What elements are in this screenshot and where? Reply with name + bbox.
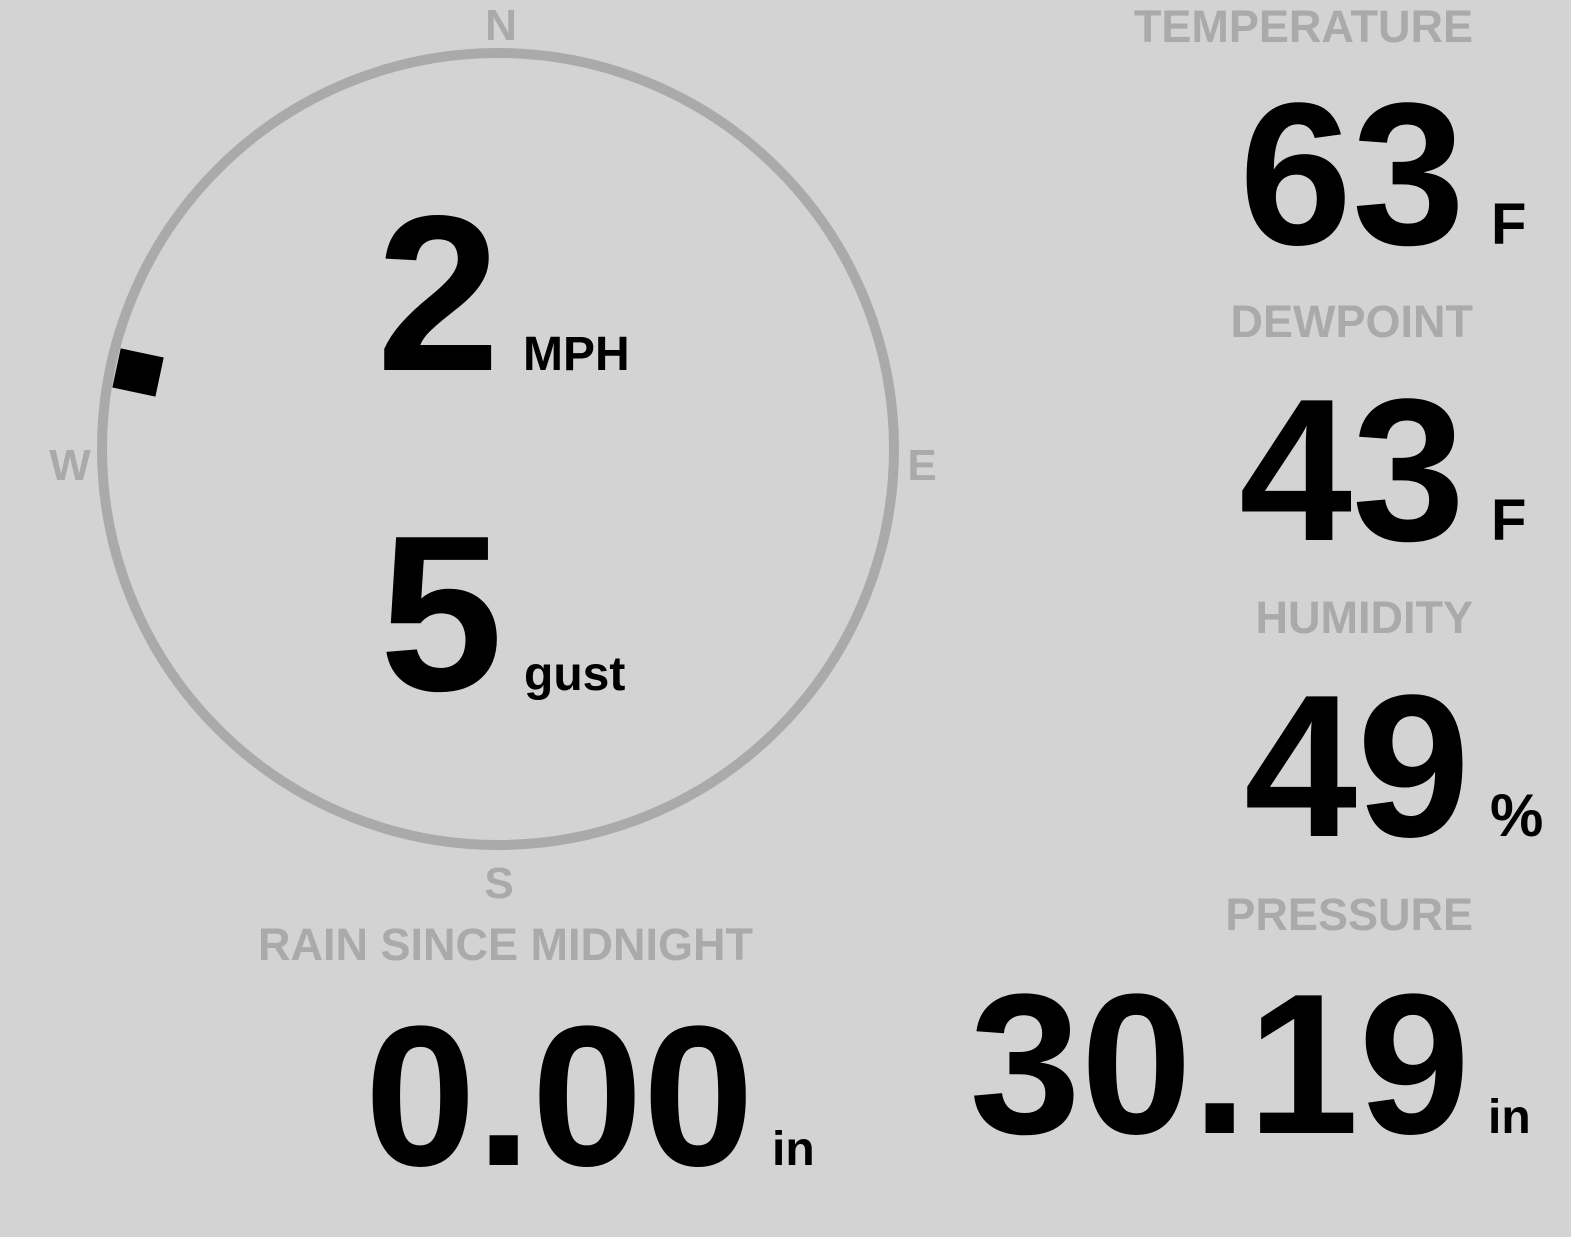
dewpoint-label: DEWPOINT (1231, 296, 1474, 347)
compass-s: S (484, 859, 513, 908)
pressure-unit: in (1488, 1091, 1531, 1144)
humidity-value: 49 (1244, 653, 1470, 880)
wind-direction-marker (112, 348, 164, 397)
rain-label: RAIN SINCE MIDNIGHT (258, 919, 753, 970)
compass-e: E (907, 441, 936, 490)
compass-ring (97, 48, 899, 850)
rain-unit: in (772, 1123, 815, 1176)
rain-value: 0.00 (365, 985, 754, 1208)
pressure-panel: PRESSURE 30.19 in (970, 889, 1531, 1176)
temperature-panel: TEMPERATURE 63 F (1134, 1, 1527, 288)
pressure-label: PRESSURE (1225, 889, 1473, 940)
wind-gust-value: 5 (380, 490, 503, 738)
temperature-unit: F (1491, 192, 1526, 257)
humidity-label: HUMIDITY (1256, 592, 1474, 643)
wind-gust-label: gust (524, 648, 625, 701)
wind-speed-value: 2 (377, 170, 500, 418)
wind-speed-unit: MPH (523, 328, 630, 381)
humidity-unit: % (1490, 782, 1543, 849)
wind-compass: N E S W 2 MPH 5 gust (49, 1, 936, 908)
dewpoint-panel: DEWPOINT 43 F (1231, 296, 1527, 584)
temperature-value: 63 (1239, 61, 1465, 288)
rain-panel: RAIN SINCE MIDNIGHT 0.00 in (258, 919, 815, 1208)
humidity-panel: HUMIDITY 49 % (1244, 592, 1543, 880)
compass-w: W (49, 441, 91, 490)
temperature-label: TEMPERATURE (1134, 1, 1473, 52)
dewpoint-value: 43 (1239, 357, 1465, 584)
pressure-value: 30.19 (970, 953, 1471, 1176)
compass-n: N (485, 1, 517, 50)
dewpoint-unit: F (1491, 488, 1526, 553)
